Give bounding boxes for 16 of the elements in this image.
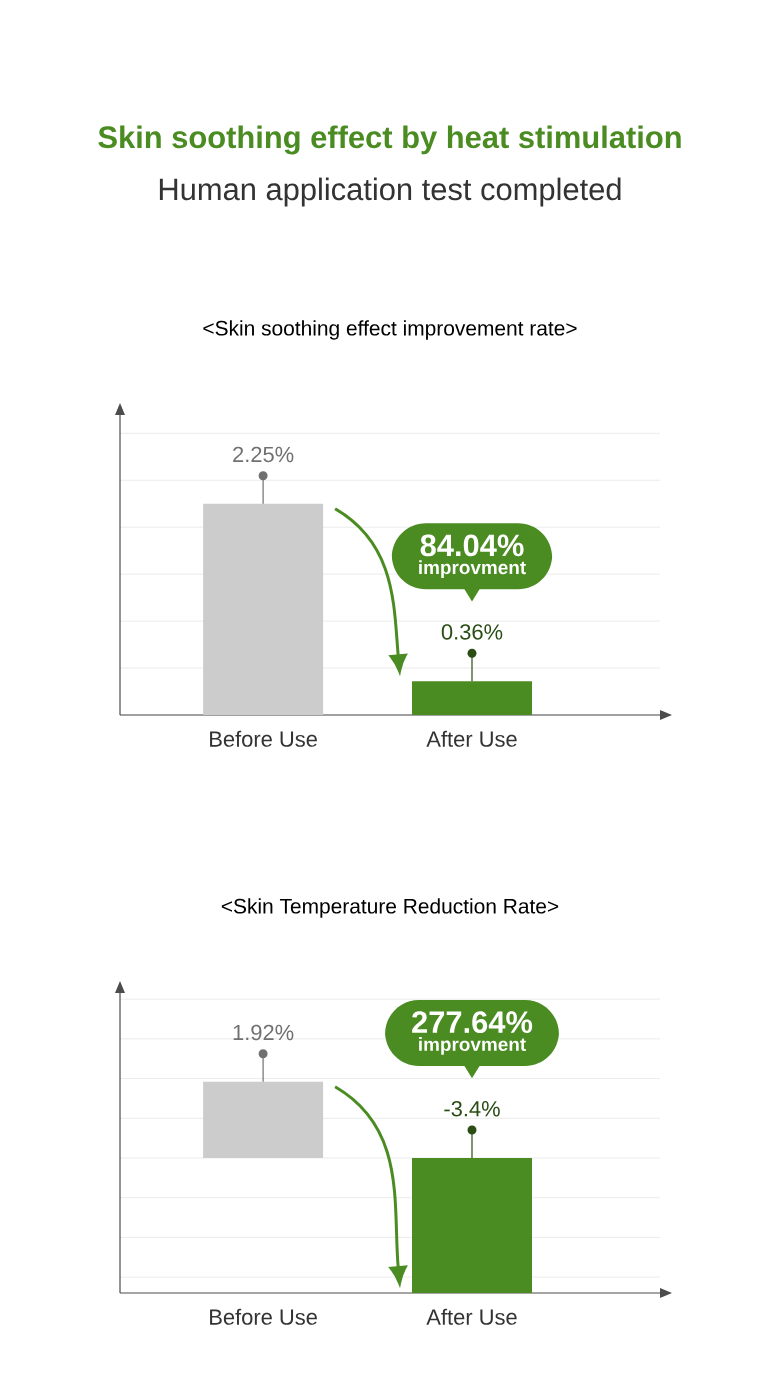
x-tick-label: After Use [426,1308,517,1325]
text: 277.64% [412,1011,533,1034]
data-label: -3.4% [444,1100,500,1117]
annotation: 84.04% [420,534,524,557]
text: improvment [419,1037,526,1055]
annotation: improvment [419,560,526,578]
chart-title: <Skin soothing effect improvement rate> [203,320,577,340]
data-label: 2.25% [233,446,294,463]
x-tick-label: After Use [426,730,517,747]
data-label: 0.36% [441,624,503,640]
x-tick-label: Before Use [210,1308,317,1325]
text: Skin soothing effect by heat stimulation [98,125,681,155]
chart-title: <Skin Temperature Reduction Rate> [221,898,559,918]
data-label: 1.92% [233,1024,294,1041]
text: Human application test completed [159,177,621,207]
x-tick-label: Before Use [210,730,317,747]
